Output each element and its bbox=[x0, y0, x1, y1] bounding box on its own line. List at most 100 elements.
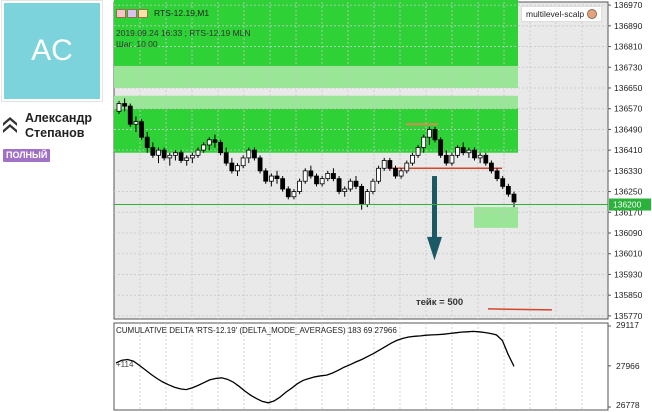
status-badge: ПОЛНЫЙ bbox=[3, 149, 51, 162]
candle-body bbox=[455, 147, 460, 156]
subwindow-plot-area bbox=[114, 323, 608, 410]
candle-body bbox=[240, 157, 246, 167]
price-axis-label: 135850 bbox=[614, 290, 643, 300]
candle-body bbox=[308, 170, 314, 177]
arrow-head-icon bbox=[427, 236, 442, 261]
chart-type-icon[interactable] bbox=[127, 8, 137, 18]
subwindow-scale-label: 27966 bbox=[616, 361, 640, 371]
chart-window[interactable]: 136970 136890 136810 136730 136650 136570 1364… bbox=[110, 0, 652, 412]
profile-panel: AC Александр Степанов ПОЛНЫЙ bbox=[0, 0, 106, 412]
candle-body bbox=[263, 170, 269, 182]
user-name-first[interactable]: Александр bbox=[25, 111, 93, 125]
candle-body bbox=[302, 170, 308, 182]
candle-body bbox=[173, 152, 178, 156]
candle-body bbox=[178, 152, 184, 161]
candle-body bbox=[133, 121, 139, 125]
chart-type-icon[interactable] bbox=[116, 8, 126, 18]
candle-body bbox=[229, 162, 235, 172]
price-axis-label: 136410 bbox=[614, 145, 643, 155]
candle-body bbox=[206, 139, 212, 146]
candle-body bbox=[432, 129, 438, 141]
candle-body bbox=[466, 149, 472, 154]
candle-body bbox=[443, 154, 449, 164]
candle-body bbox=[438, 139, 444, 156]
price-axis-label: 136170 bbox=[614, 207, 643, 217]
candle-body bbox=[122, 103, 128, 107]
price-axis-label: 136330 bbox=[614, 166, 643, 176]
candle-body bbox=[359, 185, 365, 205]
avatar[interactable]: AC bbox=[4, 3, 100, 99]
indicator-label[interactable]: multilevel-scalp bbox=[521, 6, 603, 22]
candle-body bbox=[274, 175, 280, 180]
price-zone bbox=[114, 0, 518, 66]
chart-type-icon[interactable] bbox=[138, 8, 148, 18]
candle-body bbox=[505, 185, 511, 195]
avatar-frame bbox=[1, 0, 103, 102]
chart-title: RTS-12.19,M1 bbox=[154, 8, 210, 18]
candle-body bbox=[387, 160, 393, 169]
candle-body bbox=[421, 136, 427, 148]
candle-body bbox=[398, 170, 404, 177]
candle-body bbox=[393, 167, 398, 177]
candle-body bbox=[218, 141, 223, 154]
candle-body bbox=[291, 191, 297, 198]
candle-body bbox=[319, 178, 325, 185]
candle-body bbox=[257, 157, 263, 172]
candle-body bbox=[116, 103, 122, 112]
price-axis-label: 135930 bbox=[614, 269, 643, 279]
price-chart[interactable]: 136970 136890 136810 136730 136650 136570 1364… bbox=[110, 0, 652, 412]
candle-body bbox=[161, 149, 167, 159]
price-axis-label: 136090 bbox=[614, 228, 643, 238]
subwindow-scale-label: 29117 bbox=[616, 320, 639, 330]
candle-body bbox=[189, 154, 195, 159]
price-axis-label: 136570 bbox=[614, 104, 643, 114]
candle-body bbox=[483, 154, 489, 164]
candle-body bbox=[342, 188, 348, 192]
indicator-settings-icon[interactable] bbox=[587, 9, 598, 19]
candle-body bbox=[325, 173, 331, 180]
candle-body bbox=[415, 147, 421, 156]
candle-body bbox=[410, 154, 415, 164]
price-zone bbox=[474, 207, 518, 228]
candle-body bbox=[167, 154, 173, 159]
candle-body bbox=[376, 167, 381, 182]
candle-body bbox=[314, 175, 319, 185]
take-profit-label: тейк = 500 bbox=[416, 297, 464, 308]
candle-body bbox=[449, 154, 455, 164]
price-axis-label: 135770 bbox=[614, 311, 643, 321]
candle-body bbox=[494, 170, 500, 180]
candle-body bbox=[139, 121, 144, 138]
subwindow-title: CUMULATIVE DELTA 'RTS-12.19' (DELTA_MODE… bbox=[116, 326, 397, 335]
current-price-tag bbox=[609, 198, 651, 211]
subwindow-scale-label: 26778 bbox=[616, 400, 640, 410]
target-level-line bbox=[487, 308, 553, 311]
candle-body bbox=[201, 144, 207, 151]
candle-body bbox=[195, 149, 201, 156]
candle-body bbox=[477, 154, 483, 159]
candle-body bbox=[511, 193, 517, 203]
user-name[interactable]: Александр Степанов bbox=[25, 111, 92, 141]
candle-body bbox=[489, 162, 494, 172]
double-chevron-up-icon bbox=[3, 117, 17, 133]
user-name-last[interactable]: Степанов bbox=[25, 126, 85, 140]
candle-body bbox=[404, 162, 410, 172]
price-axis-label: 136010 bbox=[614, 249, 643, 259]
candle-body bbox=[150, 147, 156, 156]
candle-body bbox=[280, 178, 286, 190]
candle-body bbox=[347, 180, 353, 190]
candle-body bbox=[364, 191, 370, 205]
candle-body bbox=[472, 149, 477, 159]
price-zone bbox=[114, 65, 518, 88]
price-axis-label: 136970 bbox=[614, 0, 643, 10]
price-axis-label: 136810 bbox=[614, 42, 643, 52]
arrow-down-icon bbox=[432, 176, 437, 241]
candle-body bbox=[156, 149, 161, 156]
price-axis-label: 136890 bbox=[614, 21, 643, 31]
indicator-name: multilevel-scalp bbox=[526, 9, 585, 19]
candle-body bbox=[212, 139, 218, 143]
candle-body bbox=[246, 149, 252, 159]
chart-title-bar: RTS-12.19,M1 bbox=[116, 6, 209, 20]
price-zone bbox=[114, 95, 518, 109]
price-axis-label: 136490 bbox=[614, 124, 643, 134]
candle-body bbox=[235, 165, 240, 172]
